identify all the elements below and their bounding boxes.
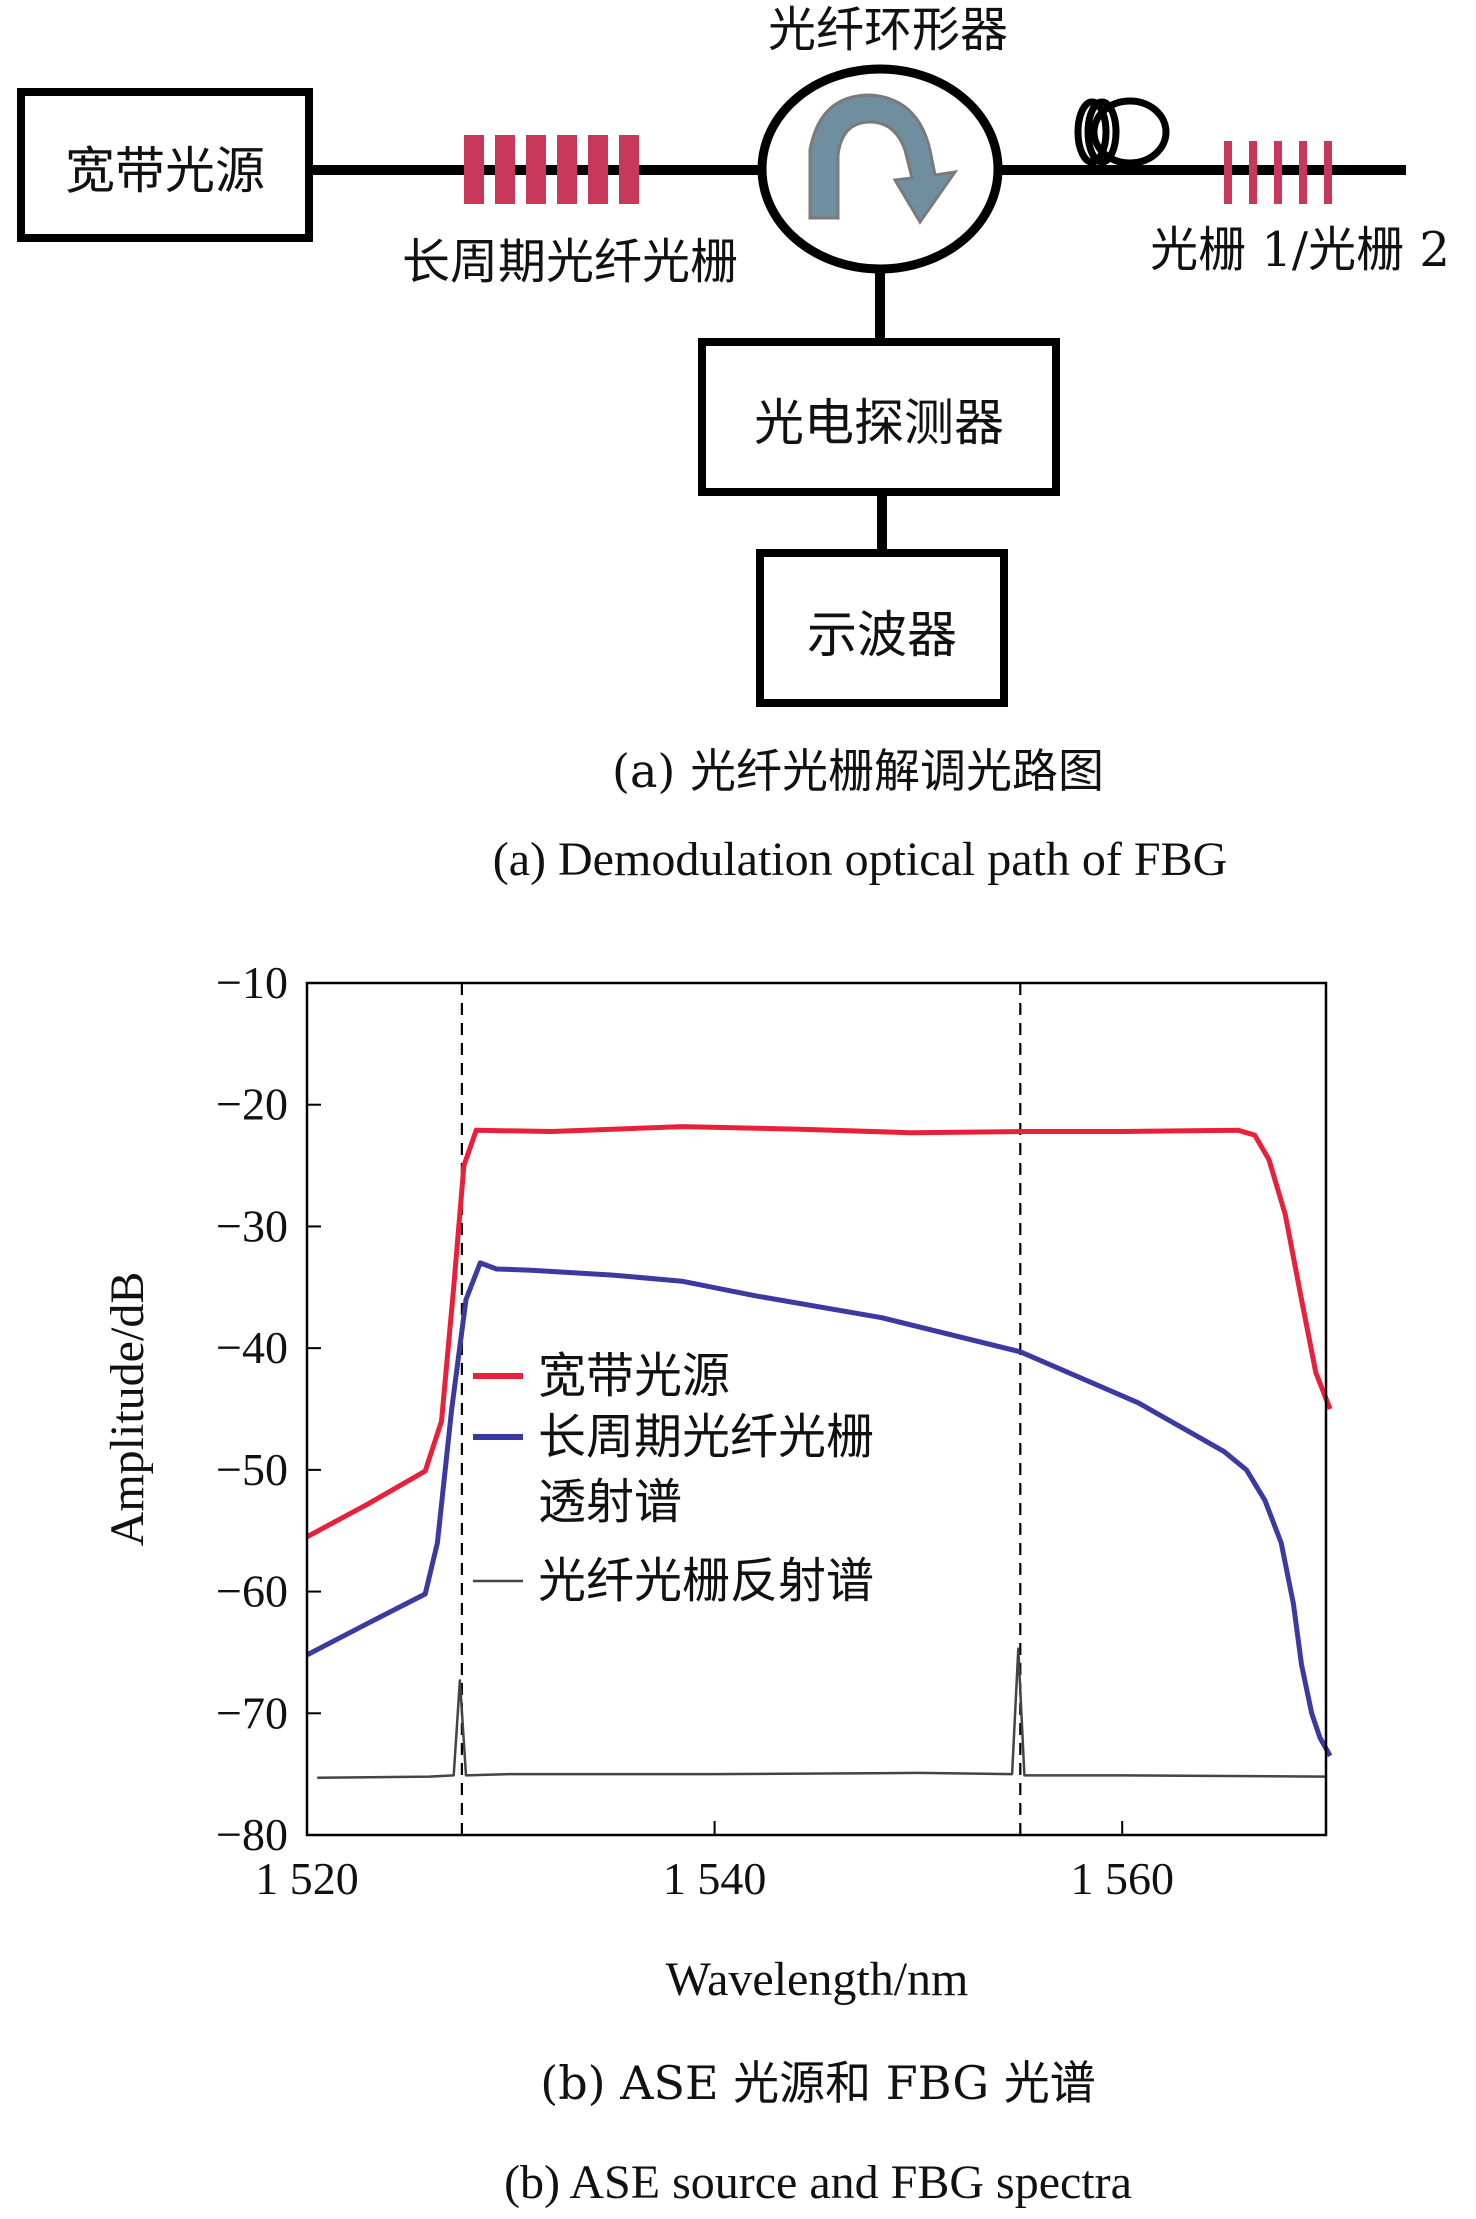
grating-bar [1299,141,1307,204]
grating-bar [464,135,484,204]
y-tick-label: −80 [216,1809,288,1860]
plot-frame [305,981,1328,1837]
x-axis-label: Wavelength/nm [666,1953,969,2006]
series-line-0 [305,1124,1333,1540]
legend-label-source: 宽带光源 [538,1348,730,1404]
lpfg-label: 长周期光纤光栅 [402,234,738,290]
caption-a-en: (a) Demodulation optical path of FBG [493,833,1228,886]
x-tick-label: 1 560 [1070,1853,1174,1904]
oscilloscope-box [756,549,1008,707]
y-tick-label: −40 [216,1322,288,1373]
broadband-source-box [17,88,313,242]
y-tick-label: −70 [216,1687,288,1738]
y-tick-label: −10 [216,957,288,1008]
caption-a-cn: (a) 光纤光栅解调光路图 [612,744,1104,798]
grating-bar [1249,141,1257,204]
grating-bar [526,135,546,204]
long-period-grating-icon [464,135,639,204]
photodetector-box [698,338,1060,496]
circulator-arrow-icon [808,93,959,225]
grating-bar [1324,141,1332,204]
grating-bar [588,135,608,204]
y-tick-label: −60 [216,1566,288,1617]
grating-bar [495,135,515,204]
x-tick-label: 1 540 [663,1853,767,1904]
y-tick-label: −30 [216,1200,288,1251]
grating-bar [1224,141,1232,204]
legend-label-fbg: 光纤光栅反射谱 [538,1553,874,1609]
grating-label: 光栅 1/光栅 2 [1150,222,1450,278]
series-line-1 [305,1260,1333,1758]
legend-label-lpfg-cont: 透射谱 [538,1474,682,1530]
series-line-2 [317,1647,1327,1780]
caption-b-en: (b) ASE source and FBG spectra [504,2156,1132,2209]
legend: 宽带光源 长周期光纤光栅 透射谱 光纤光栅反射谱 [473,1348,874,1609]
optical-path-diagram: 宽带光源 长周期光纤光栅 光纤环形器 光栅 1/光栅 2 光电探测器 示波器 (… [17,2,1450,886]
oscilloscope-label: 示波器 [807,606,957,664]
grating-bar [1274,141,1282,204]
circulator-label: 光纤环形器 [768,2,1008,58]
legend-label-lpfg: 长周期光纤光栅 [538,1409,874,1465]
broadband-source-label: 宽带光源 [65,142,265,200]
x-tick-label: 1 520 [255,1853,359,1904]
spectrum-chart: −10 −20 −30 −40 −50 −60 −70 −80 1 520 1 540 1 560… [101,957,1333,2209]
fiber-coil-icon [1074,97,1170,167]
grating-bar [619,135,639,204]
fiber-bragg-grating-icon [1224,141,1332,204]
caption-b-cn: (b) ASE 光源和 FBG 光谱 [540,2056,1095,2110]
photodetector-label: 光电探测器 [754,394,1004,452]
grating-bar [557,135,577,204]
y-tick-label: −20 [216,1079,288,1130]
y-tick-label: −50 [216,1444,288,1495]
y-axis-label: Amplitude/dB [101,1272,154,1547]
